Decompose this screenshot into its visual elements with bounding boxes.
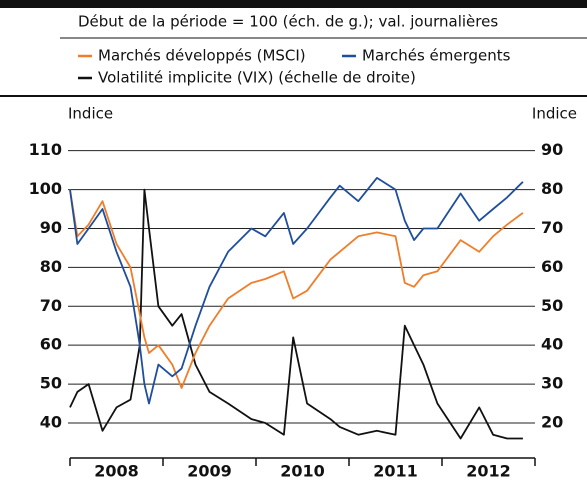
y2-tick-label: 90 bbox=[541, 140, 563, 159]
series-line bbox=[69, 177, 524, 405]
x-tick-label: 2011 bbox=[373, 462, 418, 481]
y2-tick-label: 20 bbox=[541, 412, 563, 431]
x-tick-label: 2009 bbox=[187, 462, 232, 481]
y-tick-label: 100 bbox=[29, 179, 62, 198]
y2-axis-label: Indice bbox=[532, 105, 577, 123]
y-tick-label: 70 bbox=[40, 296, 62, 315]
y-tick-label: 110 bbox=[29, 140, 62, 159]
y-tick-label: 90 bbox=[40, 218, 62, 237]
legend-label: Volatilité implicite (VIX) (échelle de d… bbox=[98, 69, 416, 87]
top-bar bbox=[0, 0, 587, 8]
series-line bbox=[69, 189, 524, 389]
y2-tick-label: 30 bbox=[541, 374, 563, 393]
x-tick-label: 2008 bbox=[94, 462, 139, 481]
y2-tick-label: 80 bbox=[541, 179, 563, 198]
y-tick-label: 40 bbox=[40, 412, 62, 431]
x-tick-label: 2012 bbox=[466, 462, 511, 481]
y-axis-label: Indice bbox=[68, 105, 113, 123]
y2-tick-label: 60 bbox=[541, 257, 563, 276]
legend-label: Marchés développés (MSCI) bbox=[98, 47, 306, 65]
y-tick-label: 50 bbox=[40, 374, 62, 393]
x-tick-label: 2010 bbox=[280, 462, 325, 481]
y2-tick-label: 40 bbox=[541, 335, 563, 354]
y-tick-label: 60 bbox=[40, 335, 62, 354]
y-tick-label: 80 bbox=[40, 257, 62, 276]
y2-tick-label: 50 bbox=[541, 296, 563, 315]
subtitle: Début de la période = 100 (éch. de g.); … bbox=[78, 13, 498, 31]
legend-label: Marchés émergents bbox=[362, 47, 511, 65]
series-line bbox=[69, 188, 523, 440]
y2-tick-label: 70 bbox=[541, 218, 563, 237]
